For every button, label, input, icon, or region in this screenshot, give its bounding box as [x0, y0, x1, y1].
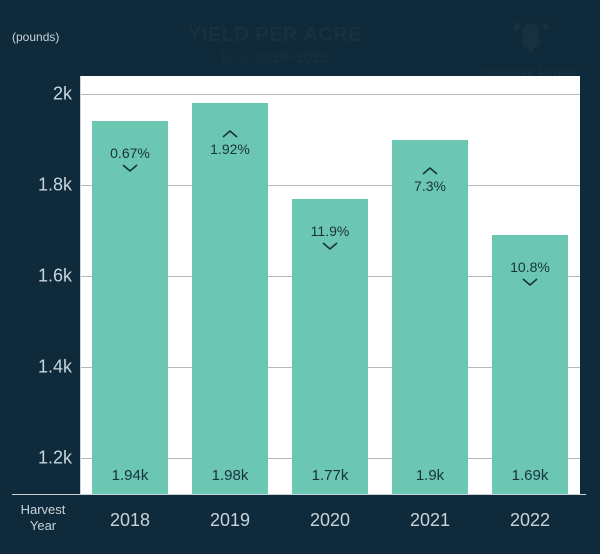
- y-tick-label: 2k: [12, 84, 72, 105]
- y-tick-label: 1.4k: [12, 356, 72, 377]
- y-axis-unit: (pounds): [12, 30, 59, 44]
- x-axis-title-line1: Harvest: [21, 502, 66, 517]
- x-tick-label: 2018: [110, 510, 150, 531]
- chart-title-block: YIELD PER ACRE U.S. 2018–2022: [80, 24, 470, 66]
- bar-delta-label: 11.9%: [292, 223, 368, 253]
- bar-delta-label: 10.8%: [492, 259, 568, 289]
- chart-title: YIELD PER ACRE: [80, 24, 470, 47]
- bar: 1.94k 0.67%: [92, 121, 168, 494]
- bar: 1.69k 10.8%: [492, 235, 568, 494]
- x-tick-label: 2021: [410, 510, 450, 531]
- bar-delta-label: 1.92%: [192, 127, 268, 157]
- bar: 1.77k 11.9%: [292, 199, 368, 494]
- x-axis-title-line2: Year: [30, 518, 56, 533]
- bar: 1.9k 7.3%: [392, 140, 468, 494]
- bar-value-label: 1.77k: [292, 467, 368, 484]
- x-tick-label: 2020: [310, 510, 350, 531]
- bar-value-label: 1.9k: [392, 467, 468, 484]
- y-tick-label: 1.2k: [12, 447, 72, 468]
- chevron-up-icon: [421, 166, 439, 176]
- bar: 1.98k 1.92%: [192, 103, 268, 494]
- bar-value-label: 1.69k: [492, 467, 568, 484]
- chevron-down-icon: [321, 241, 339, 251]
- gridline: [80, 94, 580, 95]
- y-axis-line: [80, 76, 81, 494]
- bar-delta-label: 7.3%: [392, 164, 468, 194]
- bar-delta-label: 0.67%: [92, 145, 168, 175]
- y-tick-label: 1.6k: [12, 265, 72, 286]
- chevron-up-icon: [221, 129, 239, 139]
- chevron-down-icon: [121, 163, 139, 173]
- hops-icon: [504, 18, 558, 58]
- x-tick-label: 2019: [210, 510, 250, 531]
- x-axis-line: [12, 494, 586, 495]
- brand-logo: CROSBY HOPS™: [481, 18, 582, 81]
- chart-subtitle: U.S. 2018–2022: [80, 49, 470, 66]
- bar-value-label: 1.94k: [92, 467, 168, 484]
- y-tick-label: 1.8k: [12, 175, 72, 196]
- x-axis-title: Harvest Year: [12, 502, 74, 533]
- chevron-down-icon: [521, 277, 539, 287]
- trademark-symbol: ™: [575, 67, 583, 74]
- chart-plot-area: 1.94k0.67%1.98k1.92%1.77k11.9%1.9k7.3%1.…: [80, 76, 580, 494]
- x-tick-label: 2022: [510, 510, 550, 531]
- bar-value-label: 1.98k: [192, 467, 268, 484]
